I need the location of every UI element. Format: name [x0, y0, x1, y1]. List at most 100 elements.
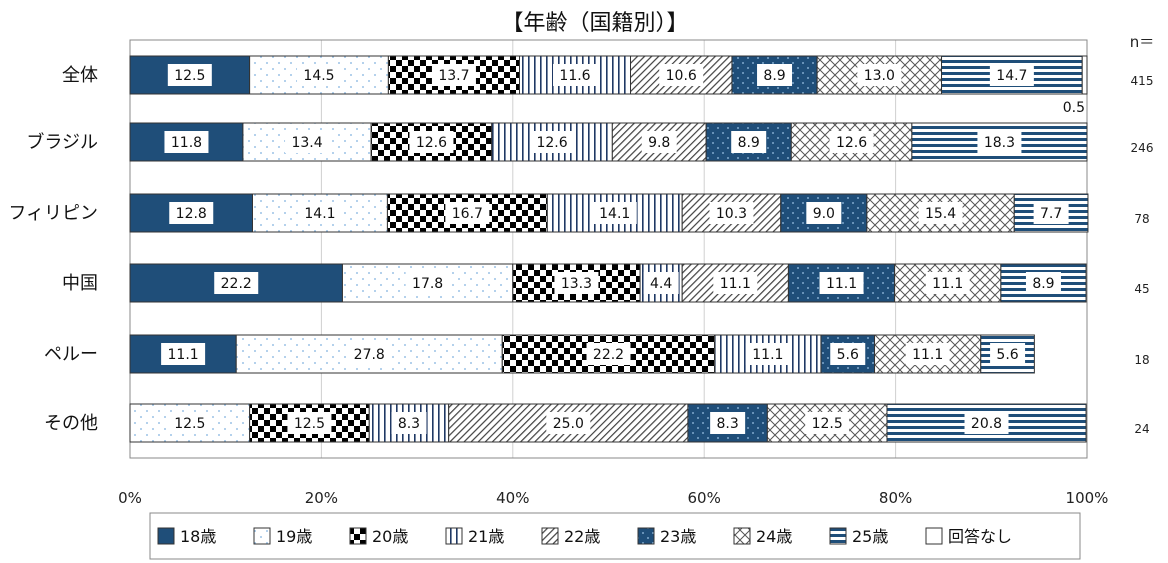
- legend-label: 18歳: [180, 527, 216, 546]
- data-label-bg: [989, 64, 1034, 86]
- category-label: 中国: [62, 273, 98, 294]
- data-label: 12.8: [176, 206, 207, 222]
- data-label-bg: [829, 131, 874, 153]
- data-label-bg: [806, 202, 842, 224]
- category-label: ブラジル: [26, 131, 98, 153]
- data-label: 17.8: [412, 276, 443, 292]
- data-label: 13.0: [864, 68, 895, 84]
- data-label-bg: [214, 272, 259, 294]
- data-label-bg: [285, 131, 330, 153]
- data-label-bg: [297, 202, 342, 224]
- legend-label: 20歳: [372, 527, 408, 546]
- data-label-bg: [1025, 272, 1061, 294]
- bar-segment: [341, 263, 514, 303]
- data-label: 12.5: [174, 416, 205, 432]
- data-label-bg: [287, 412, 332, 434]
- data-label-bg: [709, 202, 754, 224]
- n-value: 246: [1131, 141, 1154, 155]
- legend-label: 22歳: [564, 527, 600, 546]
- legend-label: 回答なし: [948, 527, 1012, 546]
- legend-swatch: [829, 527, 847, 545]
- data-label: 12.6: [836, 135, 867, 151]
- data-label-bg: [1033, 202, 1069, 224]
- data-label: 11.1: [168, 347, 199, 363]
- data-label: 11.1: [720, 276, 751, 292]
- data-label: 15.4: [925, 206, 956, 222]
- data-label-bg: [546, 412, 591, 434]
- annotation-label: 0.5: [1063, 100, 1085, 116]
- data-label: 11.1: [752, 347, 783, 363]
- category-label: ペルー: [44, 344, 98, 365]
- data-label: 14.5: [303, 68, 334, 84]
- data-label-bg: [167, 64, 212, 86]
- data-label: 9.8: [648, 135, 670, 151]
- bar-segment: [1081, 55, 1088, 95]
- data-label-bg: [918, 202, 963, 224]
- n-value: 24: [1134, 422, 1149, 436]
- x-tick-label: 0%: [118, 489, 142, 507]
- data-label-bg: [977, 131, 1022, 153]
- data-label: 8.9: [738, 135, 760, 151]
- data-label: 4.4: [650, 276, 672, 292]
- data-label-bg: [805, 412, 850, 434]
- data-label: 22.2: [593, 347, 624, 363]
- data-label-bg: [745, 343, 790, 365]
- data-label: 13.3: [561, 276, 592, 292]
- legend-swatch: [253, 527, 271, 545]
- data-label-bg: [731, 131, 767, 153]
- legend-swatch: [541, 527, 559, 545]
- data-label-bg: [530, 131, 575, 153]
- data-label: 9.0: [813, 206, 835, 222]
- category-label: その他: [44, 413, 98, 434]
- data-label: 11.1: [826, 276, 857, 292]
- data-label: 11.8: [171, 135, 202, 151]
- legend-label: 19歳: [276, 527, 312, 546]
- x-tick-label: 60%: [688, 489, 721, 507]
- legend: 18歳 19歳 20歳 21歳 22歳 23歳 24歳 25歳 回答なし: [149, 512, 1081, 560]
- data-label: 8.9: [763, 68, 785, 84]
- data-label-bg: [553, 64, 598, 86]
- data-label-bg: [925, 272, 970, 294]
- data-label-bg: [586, 343, 631, 365]
- n-value: 78: [1134, 212, 1149, 226]
- data-label-bg: [592, 202, 637, 224]
- data-label-bg: [641, 131, 677, 153]
- data-label-bg: [169, 202, 214, 224]
- data-label-bg: [391, 412, 427, 434]
- data-label-bg: [405, 272, 450, 294]
- data-label: 27.8: [354, 347, 385, 363]
- legend-label: 23歳: [660, 527, 696, 546]
- data-label: 8.3: [398, 416, 420, 432]
- data-label: 18.3: [984, 135, 1015, 151]
- data-label-bg: [445, 202, 490, 224]
- category-label: フィリピン: [8, 203, 98, 224]
- data-label: 13.4: [291, 135, 322, 151]
- legend-swatch: [637, 527, 655, 545]
- data-label: 14.7: [996, 68, 1027, 84]
- data-label: 25.0: [553, 416, 584, 432]
- x-tick-label: 80%: [879, 489, 912, 507]
- legend-swatch: [733, 527, 751, 545]
- data-label-bg: [710, 412, 746, 434]
- data-label-bg: [643, 272, 679, 294]
- data-label-bg: [297, 64, 342, 86]
- chart-title: 【年齢（国籍別）】: [501, 11, 688, 36]
- data-label-bg: [964, 412, 1009, 434]
- n-value: 45: [1134, 282, 1149, 296]
- legend-label: 25歳: [852, 527, 888, 546]
- data-label: 16.7: [452, 206, 483, 222]
- legend-label: 21歳: [468, 527, 504, 546]
- data-label: 11.1: [932, 276, 963, 292]
- data-label-bg: [830, 343, 866, 365]
- data-label: 12.6: [536, 135, 567, 151]
- data-label-bg: [757, 64, 793, 86]
- data-label: 5.6: [996, 347, 1018, 363]
- gridlines: [320, 40, 897, 458]
- legend-swatch: [349, 527, 367, 545]
- legend-swatch: [157, 527, 175, 545]
- data-label: 10.3: [716, 206, 747, 222]
- data-label-bg: [713, 272, 758, 294]
- data-label: 20.8: [971, 416, 1002, 432]
